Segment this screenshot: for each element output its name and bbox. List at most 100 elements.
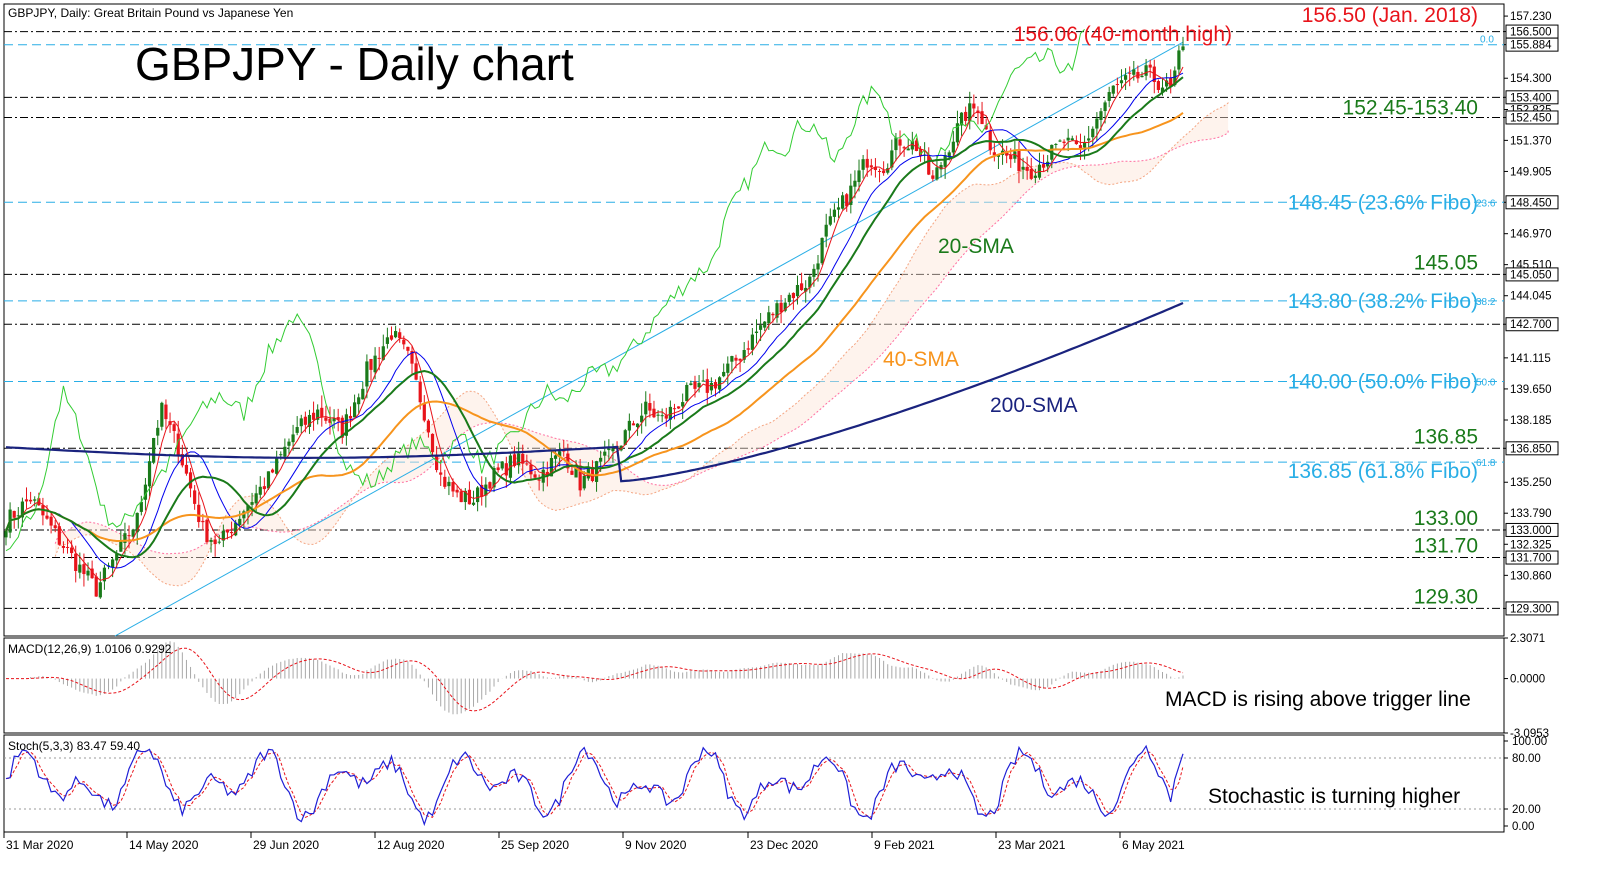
candle-body — [1074, 140, 1078, 145]
candle-body — [529, 464, 533, 475]
y-tick-label: 133.000 — [1510, 525, 1552, 537]
x-tick-label: 9 Feb 2021 — [874, 838, 935, 852]
y-tick-label: 144.045 — [1510, 291, 1552, 303]
stoch-label: Stoch(5,3,3) 83.47 59.40 — [8, 739, 140, 753]
y-tick-label: 148.450 — [1510, 197, 1552, 209]
candle-body — [668, 406, 672, 420]
candle-body — [234, 522, 238, 536]
candle-body — [685, 384, 689, 402]
price-panel — [3, 3, 1505, 637]
candle-body — [730, 356, 734, 362]
candle-body — [492, 467, 496, 488]
x-tick-label: 6 May 2021 — [1122, 838, 1185, 852]
candle-body — [947, 152, 951, 158]
candle-body — [1013, 151, 1017, 159]
candle-body — [357, 397, 361, 405]
y-tick-label: 157.230 — [1510, 11, 1552, 23]
level-label: 133.00 — [1414, 507, 1478, 530]
candle-body — [1140, 75, 1144, 78]
candle-body — [90, 568, 94, 579]
candle-body — [205, 519, 209, 543]
candle-body — [795, 284, 800, 297]
candle-body — [1181, 46, 1185, 51]
candle-body — [443, 476, 447, 487]
candle-body — [471, 502, 476, 505]
candle-body — [188, 472, 193, 489]
y-tick-label: 132.325 — [1510, 539, 1552, 551]
candle-body — [242, 511, 246, 519]
candle-body — [763, 321, 767, 328]
candle-body — [78, 564, 82, 573]
candle-body — [53, 525, 57, 529]
candle-body — [631, 423, 636, 426]
candle-body — [873, 166, 878, 171]
y-tick-label: 149.905 — [1510, 166, 1552, 178]
candle-body — [385, 337, 389, 344]
candle-body — [750, 334, 754, 350]
candle-body — [599, 457, 603, 462]
stoch-d-line — [5, 750, 1184, 818]
candle-body — [201, 520, 205, 523]
candle-body — [156, 427, 160, 436]
sma20-line — [5, 76, 1184, 559]
candle-body — [1017, 150, 1021, 172]
candle-body — [1132, 69, 1136, 75]
candle-body — [1169, 77, 1173, 87]
candle-body — [660, 415, 664, 417]
candle-body — [57, 526, 61, 545]
price-tag-box — [1505, 601, 1559, 616]
candle-body — [344, 414, 348, 436]
candle-body — [377, 357, 381, 359]
level-label: 136.85 (61.8% Fibo) — [1288, 460, 1478, 483]
candle-body — [143, 484, 148, 500]
x-tick-label: 9 Nov 2020 — [625, 838, 687, 852]
candle-body — [664, 415, 668, 419]
candle-body — [193, 490, 197, 504]
candle-body — [1160, 87, 1165, 93]
level-label: 148.45 (23.6% Fibo) — [1288, 191, 1478, 214]
candle-body — [914, 140, 919, 151]
candle-body — [992, 152, 996, 156]
candle-body — [1095, 118, 1099, 129]
y-tick-label: 135.250 — [1510, 477, 1552, 489]
candle-body — [254, 493, 258, 504]
candle-body — [447, 481, 451, 487]
candle-body — [332, 418, 336, 422]
candle-body — [1066, 137, 1070, 141]
candle-body — [476, 487, 480, 503]
candle-body — [1087, 138, 1091, 141]
candle-body — [488, 482, 492, 489]
candle-body — [418, 381, 422, 403]
candle-body — [410, 350, 414, 364]
candle-body — [336, 417, 340, 420]
candle-body — [894, 137, 898, 151]
candle-body — [910, 141, 914, 150]
candle-body — [1005, 152, 1009, 156]
candle-body — [566, 453, 570, 469]
candle-body — [939, 165, 943, 170]
candle-body — [45, 515, 49, 519]
candle-body — [689, 383, 693, 385]
candle-body — [968, 103, 972, 122]
time-axis: 31 Mar 2020 14 May 2020 29 Jun 2020 12 Aug … — [3, 832, 1185, 852]
candle-body — [578, 465, 582, 491]
y-tick-label: 156.500 — [1510, 27, 1552, 39]
candle-body — [1115, 84, 1119, 86]
y-tick-label: 154.300 — [1510, 73, 1552, 85]
sma200-label: 200-SMA — [990, 394, 1078, 417]
symbol-info: GBPJPY, Daily: Great Britain Pound vs Ja… — [8, 6, 293, 20]
span-b — [54, 130, 1229, 555]
candle-body — [590, 466, 595, 482]
stoch-k-line — [5, 744, 1184, 827]
candle-body — [451, 482, 455, 492]
candle-body — [1123, 75, 1128, 80]
candle-body — [890, 150, 894, 168]
macd-tick-label: 2.3071 — [1510, 633, 1545, 645]
candle-body — [701, 380, 705, 382]
candle-body — [927, 155, 931, 175]
sma200-line — [5, 301, 1184, 483]
candle-body — [824, 224, 828, 237]
price-tag-box — [1505, 90, 1559, 105]
candle-body — [504, 463, 508, 476]
candle-body — [61, 545, 66, 548]
